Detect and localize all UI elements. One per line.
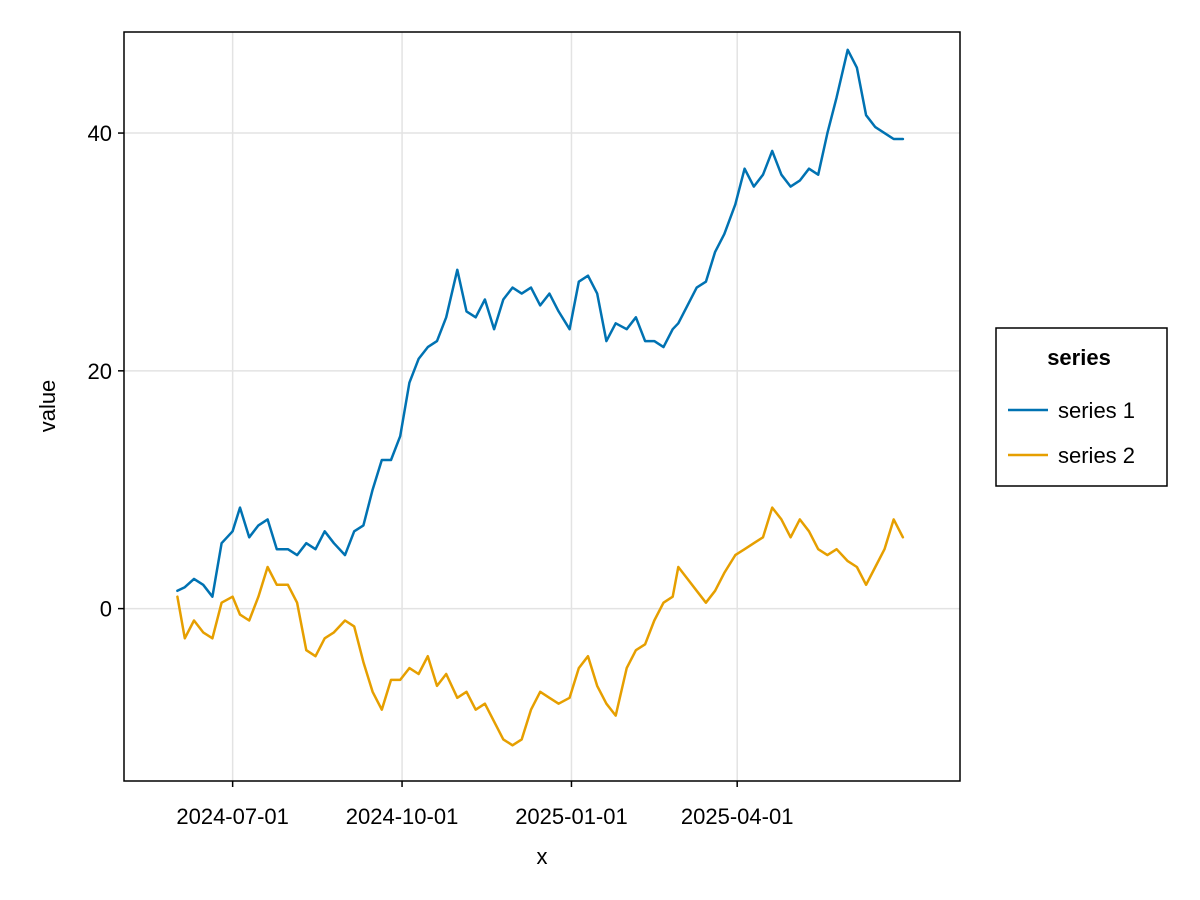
legend-box	[995, 327, 1168, 487]
legend-title: series	[1047, 345, 1111, 370]
y-axis-label: value	[35, 380, 60, 433]
series-lines	[176, 48, 905, 747]
grid-lines	[124, 32, 960, 781]
series-line-1	[176, 48, 905, 598]
y-tick-label: 0	[100, 597, 112, 622]
x-tick-label: 2025-04-01	[681, 804, 794, 829]
y-axis-ticks: 0 20 40	[88, 121, 124, 622]
y-tick-label: 40	[88, 121, 112, 146]
plot-frame	[123, 31, 961, 782]
series-line-2	[176, 506, 905, 747]
y-tick-label: 20	[88, 359, 112, 384]
x-tick-label: 2024-10-01	[346, 804, 459, 829]
legend-label-2: series 2	[1058, 443, 1135, 468]
x-axis-ticks: 2024-07-01 2024-10-01 2025-01-01 2025-04-01	[176, 781, 793, 829]
x-axis-label: x	[537, 844, 548, 869]
x-tick-label: 2024-07-01	[176, 804, 289, 829]
x-tick-label: 2025-01-01	[515, 804, 628, 829]
legend-label-1: series 1	[1058, 398, 1135, 423]
legend: series series 1 series 2	[995, 327, 1168, 487]
